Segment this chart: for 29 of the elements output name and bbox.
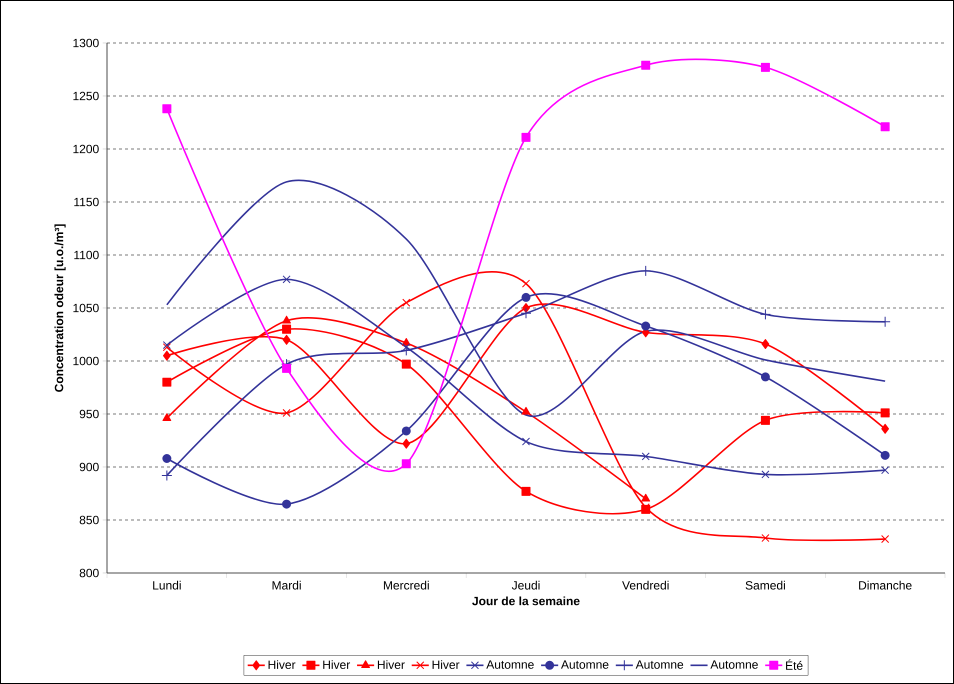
x-axis-title: Jour de la semaine — [472, 596, 580, 606]
y-axis-title: Concentration odeur [u.o./m³] — [54, 224, 66, 392]
legend-label: Hiver — [378, 660, 405, 669]
y-tick-label: 900 — [80, 462, 99, 472]
y-tick-label: 1150 — [74, 198, 99, 206]
legend-label: Automne — [636, 660, 684, 669]
x-tick-label: Lundi — [153, 580, 181, 590]
y-tick-label: 1300 — [73, 38, 99, 48]
x-tick-label: Mercredi — [384, 580, 429, 590]
y-tick-label: 1050 — [73, 304, 99, 312]
legend-label: Automne — [486, 660, 534, 669]
x-tick-label: Jeudi — [512, 580, 540, 590]
x-tick-label: Mardi — [272, 580, 301, 590]
y-tick-label: 1000 — [73, 356, 99, 366]
y-tick-label: 1250 — [73, 92, 99, 100]
legend-label: Automne — [560, 660, 608, 669]
legend-label: Été — [786, 659, 803, 670]
y-tick-label: 1100 — [74, 250, 99, 260]
legend-label: Hiver — [432, 660, 460, 669]
x-tick-label: Samedi — [746, 580, 785, 590]
y-tick-label: 950 — [80, 410, 99, 418]
y-tick-label: 850 — [80, 516, 99, 524]
x-tick-label: Dimanche — [859, 580, 912, 590]
x-tick-label: Vendredi — [622, 580, 669, 590]
legend-label: Hiver — [268, 660, 296, 669]
y-tick-label: 1200 — [73, 144, 99, 154]
y-tick-label: 800 — [80, 568, 99, 578]
legend-label: Automne — [710, 660, 758, 669]
legend-label: Hiver — [323, 660, 350, 669]
